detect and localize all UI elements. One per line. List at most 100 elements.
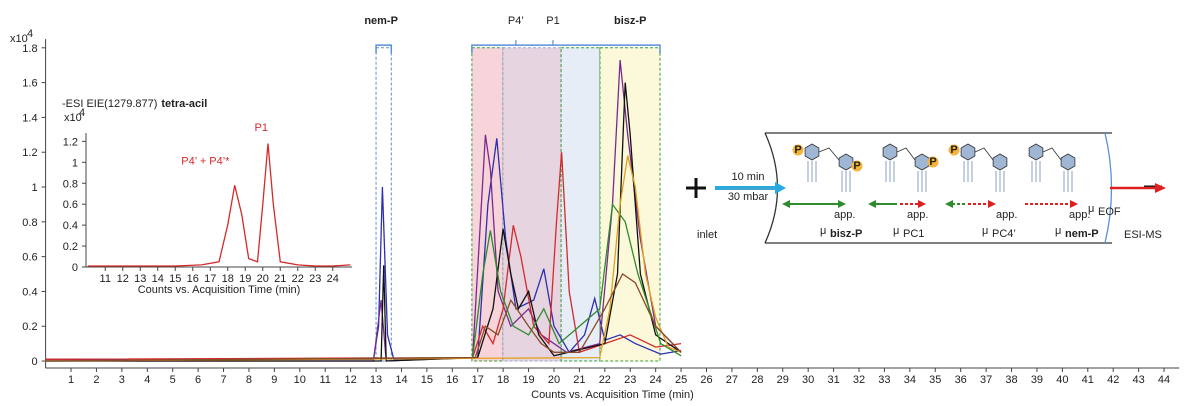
x-tick-label: 5 [170, 374, 176, 386]
x-tick-label: 20 [257, 273, 269, 285]
trace [45, 152, 682, 360]
x-tick-label: 20 [548, 374, 560, 386]
app-superscript: app. [1069, 209, 1090, 221]
inset-title-bold: tetra-acil [161, 98, 207, 110]
x-tick-label: 13 [370, 374, 382, 386]
molecules: P P P P [792, 143, 1076, 192]
mu-symbol: μ [1088, 203, 1094, 215]
sugar-ring [960, 143, 976, 161]
x-tick-label: 12 [117, 273, 129, 285]
mobility-subscript: PC4’ [992, 228, 1016, 240]
x-tick-label: 15 [169, 273, 181, 285]
x-tick-label: 19 [522, 374, 534, 386]
x-tick-label: 39 [1031, 374, 1043, 386]
trace [45, 202, 682, 362]
x-tick-label: 23 [309, 273, 321, 285]
y-tick-label: 1.2 [63, 136, 78, 148]
y-tick-label: 0.8 [63, 178, 78, 190]
trace [45, 273, 682, 362]
x-tick-label: 8 [246, 374, 252, 386]
x-tick-label: 33 [878, 374, 890, 386]
x-tick-label: 44 [1158, 374, 1170, 386]
x-tick-label: 6 [195, 374, 201, 386]
y-tick-label: 1 [31, 182, 37, 194]
y-tick-label: 1.2 [22, 147, 37, 159]
capillary-wall [765, 132, 1112, 244]
trace [87, 143, 351, 267]
x-tick-label: 3 [119, 374, 125, 386]
injection-time: 10 min [731, 171, 764, 183]
capillary-diagram: P P P P 10 min 30 mbar inlet ESI-MS μ EOF a… [686, 132, 1166, 244]
x-tick-label: 16 [446, 374, 458, 386]
x-tick-label: 12 [345, 374, 357, 386]
phosphate [948, 144, 960, 156]
y-tick-label: 0.6 [63, 199, 78, 211]
trace [45, 82, 682, 362]
y-tick-label: 0.2 [63, 241, 78, 253]
x-tick-label: 17 [472, 374, 484, 386]
region-label: bisz-P [614, 15, 646, 27]
arrowhead [945, 200, 953, 208]
x-tick-label: 21 [573, 374, 585, 386]
mobility-subscript: bisz-P [830, 228, 862, 240]
arrowhead [988, 200, 996, 208]
x-tick-label: 34 [904, 374, 916, 386]
region [560, 47, 601, 362]
x-tick-label: 35 [929, 374, 941, 386]
x-tick-label: 15 [421, 374, 433, 386]
peak-label: P1 [255, 122, 268, 134]
x-tick-label: 14 [152, 273, 164, 285]
x-axis-title: Counts vs. Acquisition Time (min) [531, 389, 694, 401]
phosphate [927, 156, 939, 168]
y-tick-label: 1.8 [22, 43, 37, 55]
x-tick-label: 14 [395, 374, 407, 386]
y-tick-label: 1 [72, 157, 78, 169]
x-tick-label: 18 [497, 374, 509, 386]
x-tick-label: 1 [68, 374, 74, 386]
bracket [375, 44, 393, 54]
x-tick-label: 41 [1082, 374, 1094, 386]
phosphate [792, 144, 804, 156]
x-tick-label: 25 [675, 374, 687, 386]
inset-title-text: -ESI EIE(1279.877) [62, 98, 157, 110]
x-tick-label: 16 [187, 273, 199, 285]
trace [45, 138, 682, 360]
arrowhead [782, 200, 790, 208]
phosphate-label: P [950, 144, 957, 156]
x-tick-label: 22 [292, 273, 304, 285]
region-label: P4’ [508, 15, 524, 27]
phosphate-label: P [853, 160, 860, 172]
sugar-ring [804, 143, 820, 161]
region-label: nem-P [364, 15, 398, 27]
x-tick-label: 17 [204, 273, 216, 285]
glycosidic-link [974, 147, 994, 161]
injection-arrowhead [775, 182, 786, 194]
x-tick-label: 40 [1056, 374, 1068, 386]
y-tick-label: 0.2 [22, 321, 37, 333]
multiplier-base: x10 [10, 33, 28, 45]
inlet-label: inlet [697, 229, 717, 241]
phosphate [851, 160, 863, 172]
x-tick-label: 26 [700, 374, 712, 386]
x-tick-label: 9 [271, 374, 277, 386]
app-superscript: app. [834, 209, 855, 221]
mobility-subscript: nem-P [1065, 228, 1099, 240]
y-tick-label: 1.4 [22, 112, 37, 124]
x-tick-label: 36 [955, 374, 967, 386]
glycosidic-link [818, 147, 840, 161]
sugar-ring [992, 153, 1008, 171]
x-tick-label: 28 [751, 374, 763, 386]
x-tick-label: 30 [802, 374, 814, 386]
x-tick-label: 4 [144, 374, 150, 386]
x-tick-label: 43 [1133, 374, 1145, 386]
inset-background [56, 93, 358, 302]
mu-symbol: μ [982, 225, 988, 237]
phosphate-label: P [794, 144, 801, 156]
sugar-ring [1028, 143, 1044, 161]
arrowhead [838, 200, 846, 208]
x-tick-label: 18 [222, 273, 234, 285]
glycosidic-link [1042, 147, 1062, 161]
app-superscript: app. [907, 209, 928, 221]
y-tick-label: 0 [72, 262, 78, 274]
